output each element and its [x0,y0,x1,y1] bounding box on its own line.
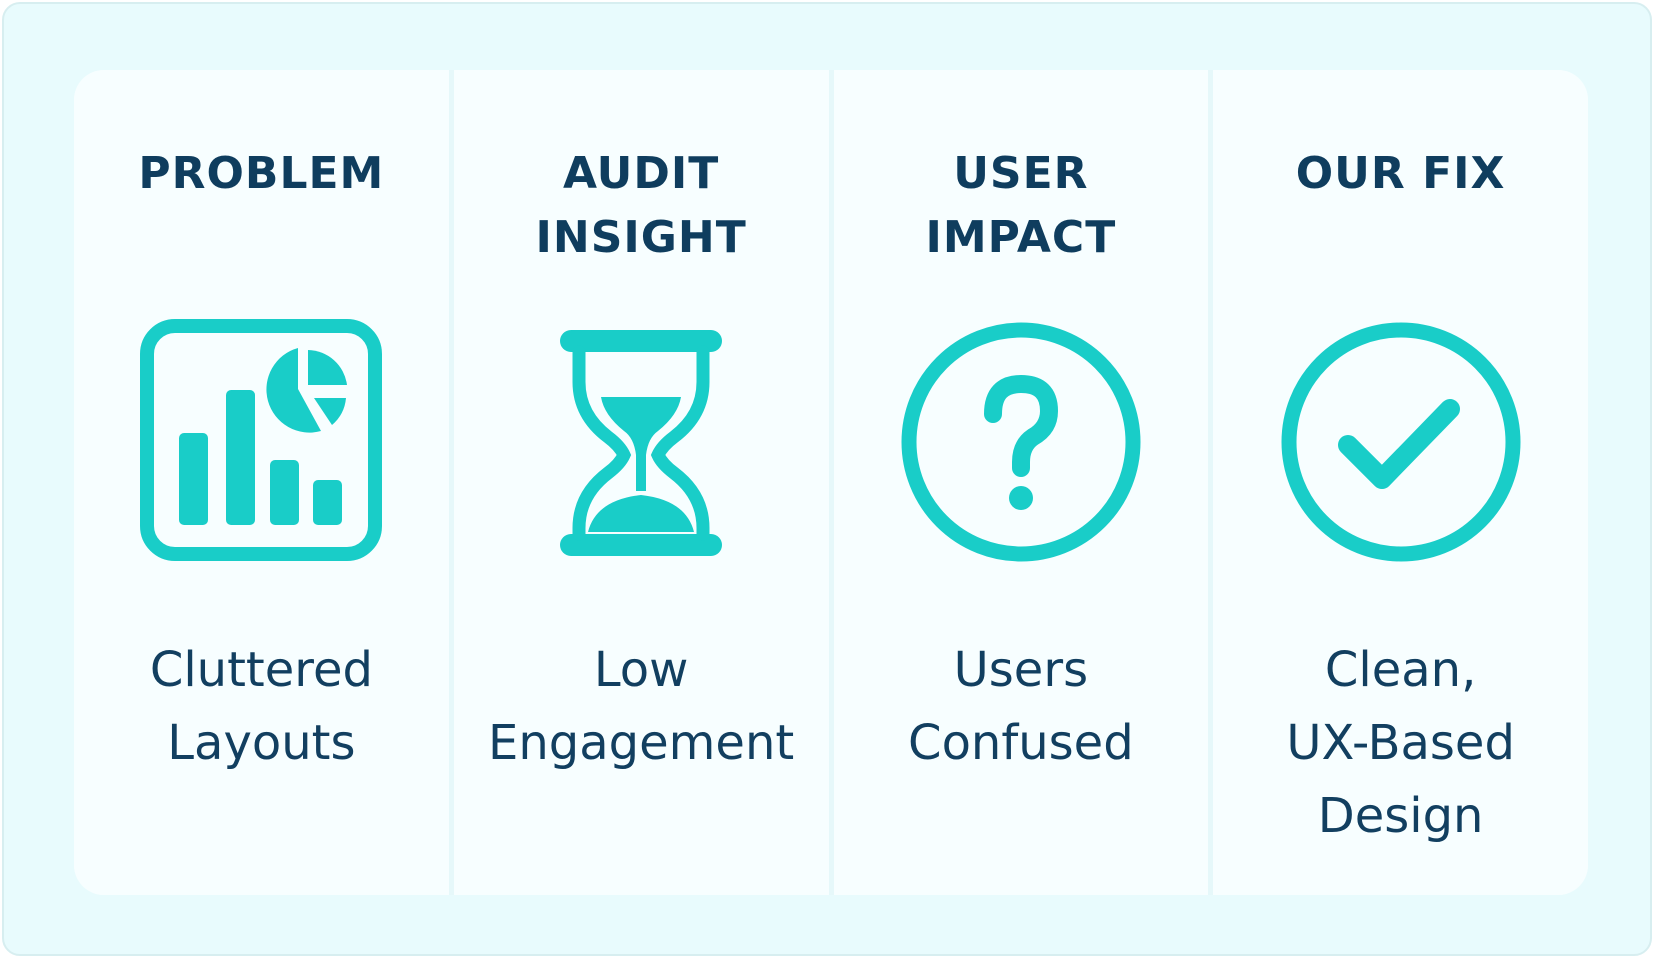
column-heading-audit-insight: AUDIT INSIGHT [535,148,747,263]
column-heading-user-impact: USER IMPACT [925,148,1117,263]
column-user-impact: USER IMPACT Users Confused [828,70,1209,895]
column-problem: PROBLEM Cluttered Layouts [74,70,449,895]
comparison-card: PROBLEM Cluttered Layouts AUDIT INSIGHT [74,70,1588,895]
column-caption-audit-insight: Low Engagement [488,642,795,771]
dashboard-chart-icon [136,315,386,565]
column-heading-problem: PROBLEM [138,148,385,199]
column-caption-problem: Cluttered Layouts [149,642,373,771]
column-heading-our-fix: OUR FIX [1295,148,1506,199]
hourglass-icon [516,315,766,565]
question-circle-icon [896,315,1146,565]
column-our-fix: OUR FIX Clean, UX-Based Design [1208,70,1588,895]
column-caption-user-impact: Users Confused [908,642,1134,771]
column-caption-our-fix: Clean, UX-Based Design [1286,642,1515,844]
check-circle-icon [1276,315,1526,565]
column-audit-insight: AUDIT INSIGHT Low Engagement [448,70,829,895]
